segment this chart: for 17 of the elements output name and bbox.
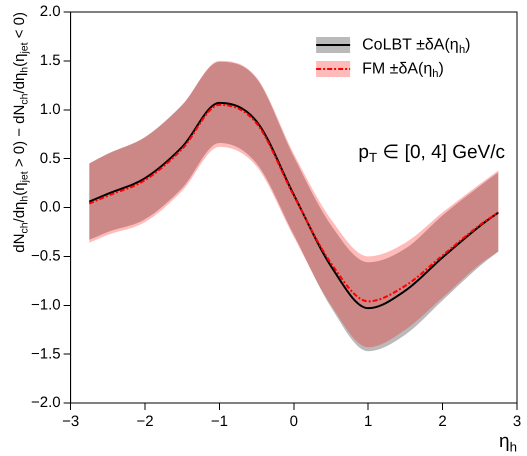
x-tick-label: −2 xyxy=(136,413,154,430)
y-tick-label: −1.0 xyxy=(30,296,61,314)
y-tick-label: −1.5 xyxy=(30,345,61,362)
x-tick-label: 2 xyxy=(438,413,447,430)
x-tick-label: 3 xyxy=(512,413,522,430)
y-tick-label: 2.0 xyxy=(40,3,61,20)
y-tick-label: 1.5 xyxy=(40,52,61,70)
y-tick-label: 1.0 xyxy=(40,100,61,118)
text: dNch/dηh(ηjet > 0) − dNch/dηh(ηjet < 0) xyxy=(11,12,30,253)
y-tick-label: 0.0 xyxy=(40,198,61,216)
y-tick-label: −0.5 xyxy=(30,248,61,265)
x-tick-label: −3 xyxy=(62,413,80,430)
x-tick-label: 0 xyxy=(290,413,298,430)
y-tick-label: −2.0 xyxy=(30,394,61,412)
x-tick-label: −1 xyxy=(210,413,228,430)
x-tick-label: 1 xyxy=(364,413,372,430)
y-tick-label: 0.5 xyxy=(40,150,61,167)
